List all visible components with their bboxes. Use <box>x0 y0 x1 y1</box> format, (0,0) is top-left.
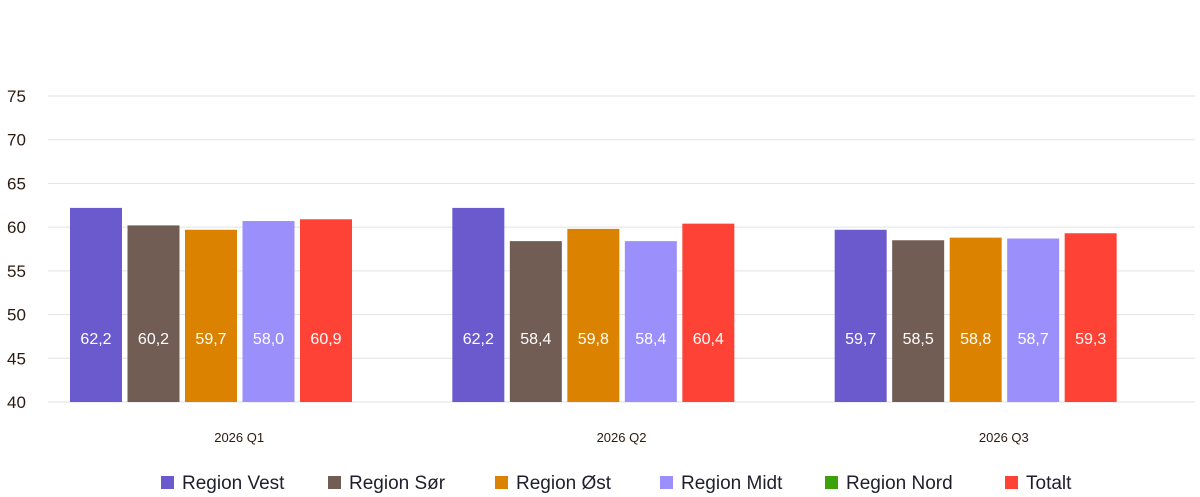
bar-region-midt <box>624 241 677 402</box>
legend-label: Region Vest <box>182 473 285 494</box>
legend-swatch <box>495 476 508 489</box>
legend-swatch <box>1005 476 1018 489</box>
data-label: 60,4 <box>693 331 724 348</box>
bar-region-st <box>185 229 237 402</box>
bar-totalt <box>300 219 352 402</box>
bar-totalt <box>682 223 735 402</box>
x-category-label: 2026 Q3 <box>979 430 1029 445</box>
data-label: 60,9 <box>310 331 341 348</box>
y-tick-label: 60 <box>7 218 26 237</box>
x-category-label: 2026 Q2 <box>597 430 647 445</box>
bar-region-s-r <box>509 241 562 402</box>
data-label: 58,5 <box>903 331 934 348</box>
gridlines <box>48 95 1195 403</box>
y-tick-label: 40 <box>7 393 26 412</box>
bars <box>70 207 1117 402</box>
y-tick-label: 65 <box>7 174 26 193</box>
legend-swatch <box>161 476 174 489</box>
bar-region-vest <box>452 207 505 402</box>
data-label: 58,4 <box>520 331 551 348</box>
bar-region-midt <box>1007 238 1060 402</box>
legend-label: Region Nord <box>846 473 953 494</box>
legend-label: Totalt <box>1026 473 1072 494</box>
data-label: 59,3 <box>1075 331 1106 348</box>
y-tick-label: 50 <box>7 306 26 325</box>
bar-region-s-r <box>127 225 180 402</box>
data-label: 58,0 <box>253 331 284 348</box>
legend: Region Vest Region Sør Region Øst Region Mi… <box>161 473 1072 494</box>
data-label: 62,2 <box>463 331 494 348</box>
data-labels: 62,2 60,2 59,7 58,0 60,9 62,2 58,4 59,8 58,4 60,4… <box>80 331 1106 348</box>
y-axis: 40 45 50 55 60 65 70 75 <box>7 87 26 412</box>
legend-swatch <box>825 476 838 489</box>
x-axis: 2026 Q1 2026 Q2 2026 Q3 <box>214 430 1029 445</box>
legend-label: Region Øst <box>516 473 612 494</box>
data-label: 60,2 <box>138 331 169 348</box>
legend-label: Region Sør <box>349 473 446 494</box>
data-label: 58,7 <box>1018 331 1049 348</box>
bar-totalt <box>1064 233 1117 402</box>
data-label: 59,8 <box>578 331 609 348</box>
y-tick-label: 75 <box>7 87 26 106</box>
x-category-label: 2026 Q1 <box>214 430 264 445</box>
legend-swatch <box>660 476 673 489</box>
data-label: 58,8 <box>960 331 991 348</box>
legend-label: Region Midt <box>681 473 783 494</box>
bar-region-vest <box>70 207 122 402</box>
y-tick-label: 55 <box>7 262 26 281</box>
legend-swatch <box>328 476 341 489</box>
bar-region-st <box>949 237 1002 402</box>
data-label: 62,2 <box>80 331 111 348</box>
bar-region-s-r <box>892 240 945 402</box>
bar-region-midt <box>242 221 295 402</box>
data-label: 59,7 <box>845 331 876 348</box>
y-tick-label: 45 <box>7 349 26 368</box>
y-tick-label: 70 <box>7 131 26 150</box>
bar-region-vest <box>834 229 887 402</box>
data-label: 59,7 <box>195 331 226 348</box>
data-label: 58,4 <box>635 331 666 348</box>
bar-region-st <box>567 228 620 402</box>
